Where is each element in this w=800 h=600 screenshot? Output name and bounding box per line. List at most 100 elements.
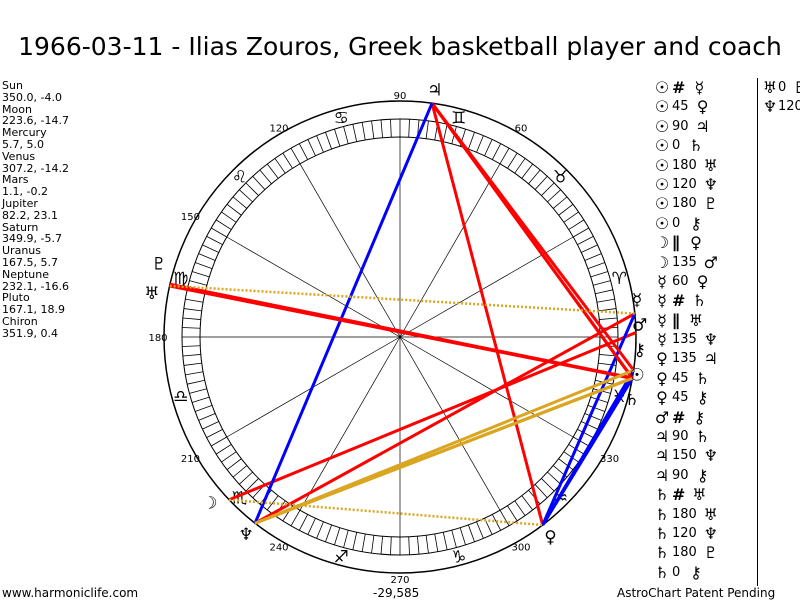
zodiac-tick xyxy=(581,421,598,430)
house-spoke xyxy=(399,163,501,338)
zodiac-sign: ♋ xyxy=(334,109,349,129)
aspect-type: 180 xyxy=(672,506,697,522)
zodiac-tick xyxy=(417,536,420,555)
zodiac-tick xyxy=(183,308,202,312)
zodiac-tick xyxy=(239,471,253,485)
aspect-list: ☉ # ☿ ☉ 45 ♀ ☉ 90 ♃ ☉ 0 ♄ ☉ 180 ♅ ☉ 120 ♆ ☉ 180 ♇ ☉ 0 ⚷ ☽ ∥ ♀ ☽ 135 ♂… xyxy=(652,78,758,586)
zodiac-tick xyxy=(198,413,216,421)
aspect-line xyxy=(169,282,633,380)
zodiac-tick xyxy=(182,317,201,320)
aspect-type: 180 xyxy=(672,545,697,561)
zodiac-tick xyxy=(491,143,502,160)
degree-label: 180 xyxy=(148,333,167,344)
aspect-row: ♆120⚷ xyxy=(762,97,800,116)
aspect-row: ☉ 180 ♅ xyxy=(652,156,757,175)
aspect-line xyxy=(253,102,434,524)
planet-glyph: ☿ xyxy=(694,78,705,97)
zodiac-tick xyxy=(587,262,605,269)
site-link[interactable]: www.harmoniclife.com xyxy=(2,586,139,600)
aspect-type: 135 xyxy=(672,332,697,348)
planet-glyph: ⚷ xyxy=(690,213,702,233)
aspect-row: ♀ 135 ♃ xyxy=(652,349,757,368)
aspect-row: ☉ 45 ♀ xyxy=(652,97,757,116)
aspect-row: ♃ 90 ⚷ xyxy=(652,466,757,485)
aspect-row: ☉ # ☿ xyxy=(652,78,757,97)
zodiac-tick xyxy=(343,126,349,144)
planet-glyph: ⚷ xyxy=(633,341,645,361)
zodiac-tick xyxy=(425,535,429,554)
planet-glyph: ⚷ xyxy=(693,407,706,427)
planet-position: 307.2, -14.2 xyxy=(2,161,69,175)
planet-glyph: ♇ xyxy=(792,78,800,97)
planet-glyph: ☉ xyxy=(654,155,670,175)
aspect-row: ☿ # ♄ xyxy=(652,291,757,310)
aspect-row: ☿ ∥ ♅ xyxy=(652,311,757,330)
degree-label: 60 xyxy=(515,123,528,134)
zodiac-tick xyxy=(316,135,324,153)
zodiac-tick xyxy=(325,132,332,150)
aspect-row: ☉ 0 ⚷ xyxy=(652,214,757,233)
planet-glyph: ♅ xyxy=(144,284,159,304)
zodiac-tick xyxy=(590,271,609,278)
aspect-row: ☿ 135 ♆ xyxy=(652,330,757,349)
zodiac-tick xyxy=(182,327,201,329)
degree-label: 150 xyxy=(181,212,200,223)
aspect-type: 150 xyxy=(672,448,697,464)
zodiac-tick xyxy=(211,436,227,447)
planet-glyph: ⚷ xyxy=(696,465,709,485)
planet-glyph: ☉ xyxy=(654,213,670,233)
planet-position: 167.1, 18.9 xyxy=(2,303,65,317)
aspect-type: 120 xyxy=(672,176,697,192)
zodiac-tick xyxy=(183,362,202,366)
zodiac-tick xyxy=(221,211,237,223)
planet-glyph: ♆ xyxy=(762,97,778,117)
aspect-type: 90 xyxy=(672,467,689,483)
zodiac-tick xyxy=(211,227,227,238)
planet-glyph: ♄ xyxy=(654,504,670,524)
planet-glyph: ♇ xyxy=(703,543,718,563)
zodiac-tick xyxy=(408,536,410,555)
planet-glyph: ♀ xyxy=(690,233,702,253)
planet-glyph: ☉ xyxy=(654,194,670,214)
zodiac-tick xyxy=(573,227,589,238)
house-spoke xyxy=(299,163,401,338)
planet-glyph: ☉ xyxy=(654,78,670,97)
zodiac-tick xyxy=(221,451,237,463)
aspect-type: 120 xyxy=(672,525,697,541)
zodiac-tick xyxy=(198,253,216,261)
zodiac-tick xyxy=(442,532,448,550)
planet-name: Sun xyxy=(2,79,23,92)
planet-glyph: ☽ xyxy=(654,233,670,253)
zodiac-tick xyxy=(266,495,279,511)
planet-glyph: ☉ xyxy=(654,136,670,156)
planet-name: Venus xyxy=(2,149,36,163)
planet-glyph: ☉ xyxy=(654,97,670,117)
zodiac-tick xyxy=(182,354,201,357)
planet-glyph: ♅ xyxy=(688,310,704,330)
aspect-type: # xyxy=(672,78,686,97)
degree-label: 330 xyxy=(600,454,619,465)
planet-glyph: ♆ xyxy=(703,523,718,543)
planet-position: 167.5, 5.7 xyxy=(2,255,58,269)
zodiac-tick xyxy=(596,298,615,303)
planet-name: Mercury xyxy=(2,126,47,140)
aspect-type: # xyxy=(672,291,686,311)
zodiac-tick xyxy=(584,253,602,261)
zodiac-tick xyxy=(408,119,410,138)
zodiac-tick xyxy=(226,458,242,471)
planet-glyph: ☉ xyxy=(654,116,670,136)
aspect-line xyxy=(430,102,545,526)
zodiac-tick xyxy=(577,428,594,439)
zodiac-tick xyxy=(316,521,324,539)
planet-glyph: ♄ xyxy=(692,291,707,311)
aspect-type: 0 xyxy=(672,138,681,154)
degree-label: 90 xyxy=(394,91,407,102)
planet-glyph: ☿ xyxy=(657,310,667,330)
zodiac-tick xyxy=(371,120,375,139)
planet-glyph: ☽ xyxy=(654,252,670,272)
zodiac-tick xyxy=(459,527,466,546)
planet-glyph: ♀ xyxy=(544,528,556,548)
house-spoke xyxy=(299,336,401,511)
planet-glyph: ♆ xyxy=(703,446,718,466)
aspect-row: ♄ 0 ⚷ xyxy=(652,563,757,582)
